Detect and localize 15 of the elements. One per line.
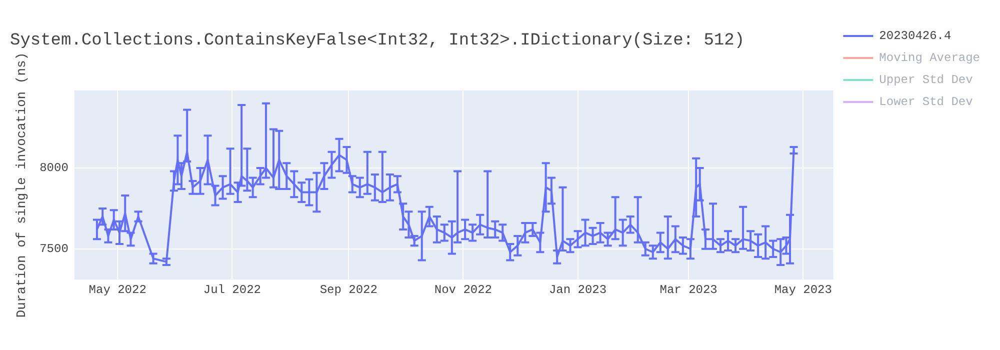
x-tick-label: Nov 2022 xyxy=(434,282,492,297)
x-tick-label: Jul 2022 xyxy=(203,282,261,297)
legend-label: Lower Std Dev xyxy=(879,95,973,110)
y-tick-label: 8000 xyxy=(40,161,68,176)
y-tick-label: 7500 xyxy=(40,242,68,256)
legend-label: Upper Std Dev xyxy=(879,73,973,88)
x-tick-label: May 2022 xyxy=(88,282,146,297)
legend-label: 20230426.4 xyxy=(879,29,952,44)
x-tick-label: Mar 2023 xyxy=(660,282,718,297)
chart-title: System.Collections.ContainsKeyFalse<Int32, Int32>.IDictionary(Size: 512) xyxy=(10,32,745,51)
x-tick-label: Sep 2022 xyxy=(320,282,378,297)
y-axis-title: Duration of single invocation (ns) xyxy=(14,52,30,318)
x-tick-label: May 2023 xyxy=(774,282,832,297)
legend-label: Moving Average xyxy=(879,51,980,66)
x-tick-label: Jan 2023 xyxy=(548,282,607,297)
